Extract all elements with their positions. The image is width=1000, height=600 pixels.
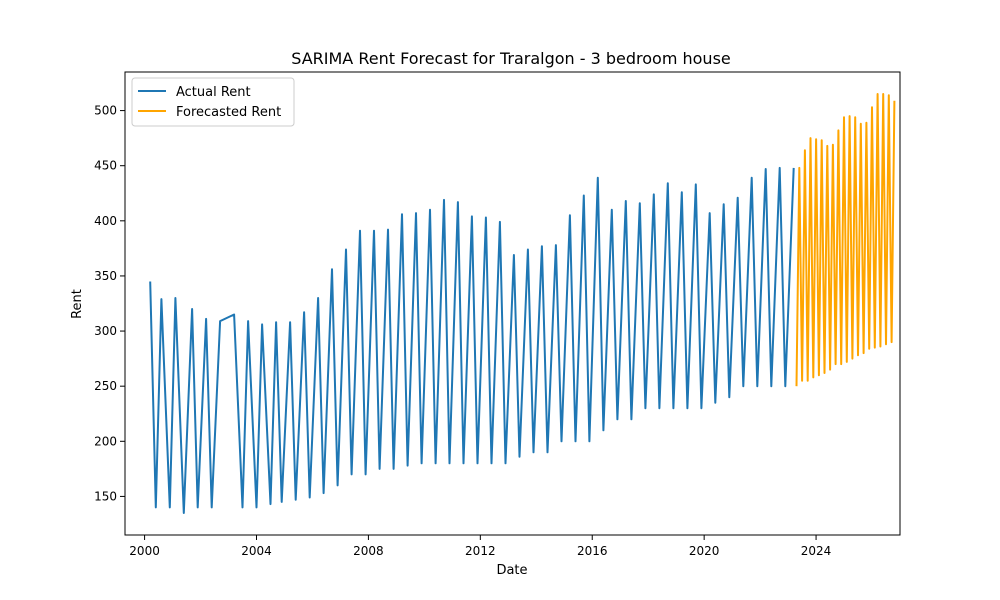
legend-label-forecast: Forecasted Rent [176,105,281,120]
x-tick-label: 2012 [465,544,496,558]
x-tick-label: 2008 [353,544,384,558]
y-tick-label: 250 [94,379,117,393]
y-tick-label: 200 [94,434,117,448]
series-line-actual-rent [149,166,795,514]
legend-box [131,77,295,127]
y-axis-label: Rent [70,289,85,319]
series-line-forecasted-rent [795,93,896,387]
y-axis: 150 200 250 300 350 400 450 500 [94,104,125,503]
chart-title: SARIMA Rent Forecast for Traralgon - 3 b… [291,49,731,68]
x-tick-label: 2024 [801,544,832,558]
y-tick-label: 450 [94,159,117,173]
x-tick-label: 2000 [129,544,160,558]
x-axis: 2000 2004 2008 2012 2016 2020 2024 [129,535,831,558]
series-layer [149,93,896,514]
y-tick-label: 300 [94,324,117,338]
y-tick-label: 350 [94,269,117,283]
legend: Actual Rent Forecasted Rent [131,77,295,127]
x-tick-label: 2016 [577,544,608,558]
x-axis-label: Date [496,563,527,578]
y-tick-label: 500 [94,104,117,118]
plot-frame [124,71,901,536]
x-tick-label: 2004 [241,544,272,558]
y-tick-label: 150 [94,489,117,503]
x-tick-label: 2020 [689,544,720,558]
legend-label-actual: Actual Rent [176,85,251,100]
y-tick-label: 400 [94,214,117,228]
